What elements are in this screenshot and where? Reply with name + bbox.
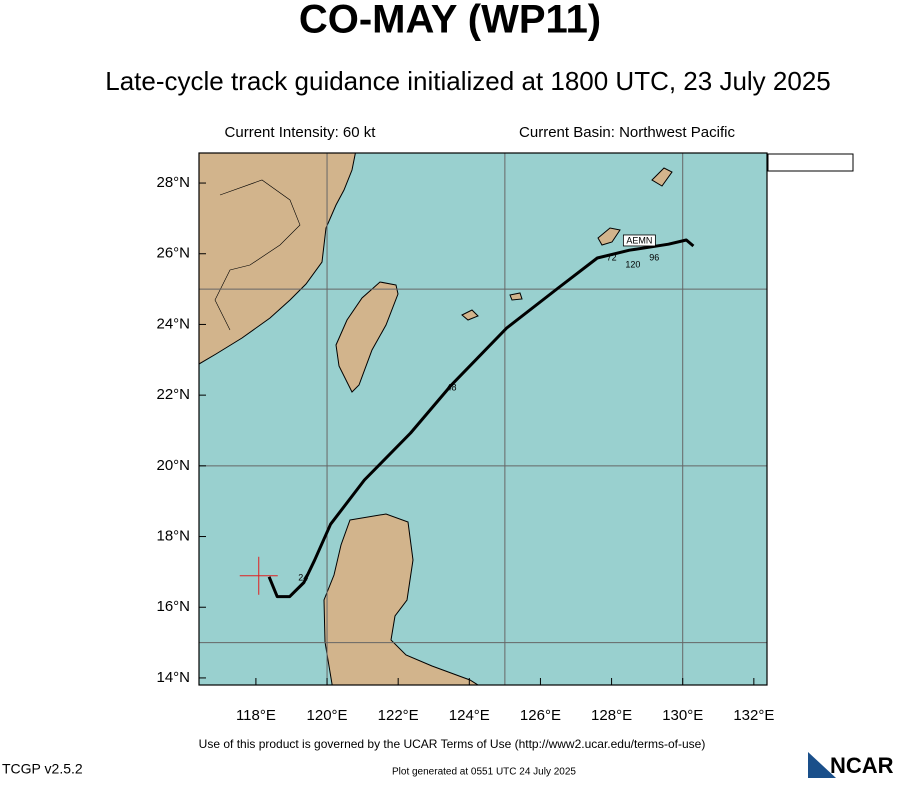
x-tick-label: 118°E: [236, 707, 276, 724]
footer: Use of this product is governed by the U…: [199, 737, 706, 751]
y-tick-label: 28°N: [156, 174, 190, 191]
x-tick-label: 120°E: [307, 707, 348, 724]
x-tick-label: 122°E: [378, 707, 419, 724]
frame: [198, 152, 768, 686]
y-tick-label: 20°N: [156, 457, 190, 474]
x-tick-label: 124°E: [449, 707, 490, 724]
ncar-logo: NCAR: [808, 752, 894, 778]
y-tick-label: 24°N: [156, 315, 190, 332]
y-tick-label: 16°N: [156, 598, 190, 615]
intensity: Current Intensity: 60 kt: [225, 124, 377, 141]
basin: Current Basin: Northwest Pacific: [519, 124, 735, 141]
y-tick-label: 14°N: [156, 669, 190, 686]
legend-box: [767, 153, 854, 172]
version: TCGP v2.5.2: [2, 761, 83, 777]
hour-label: 24: [298, 572, 308, 582]
x-tick-label: 128°E: [591, 707, 632, 724]
y-tick-label: 26°N: [156, 245, 190, 262]
track-label: AEMN: [626, 235, 652, 245]
hour-label: 120: [625, 259, 640, 269]
track: [267, 238, 695, 599]
generated: Plot generated at 0551 UTC 24 July 2025: [392, 767, 576, 778]
hour-label: 72: [607, 252, 617, 262]
x-tick-label: 126°E: [520, 707, 561, 724]
hour-label: 48: [447, 382, 457, 392]
subtitle: Late-cycle track guidance initialized at…: [105, 66, 831, 96]
logo-text: NCAR: [830, 753, 894, 778]
hour-label: 96: [649, 252, 659, 262]
x-tick-label: 132°E: [733, 707, 774, 724]
x-tick-label: 130°E: [662, 707, 703, 724]
track-label-box: [622, 234, 656, 247]
y-tick-label: 22°N: [156, 386, 190, 403]
title: CO-MAY (WP11): [299, 0, 601, 42]
y-tick-label: 18°N: [156, 528, 190, 545]
